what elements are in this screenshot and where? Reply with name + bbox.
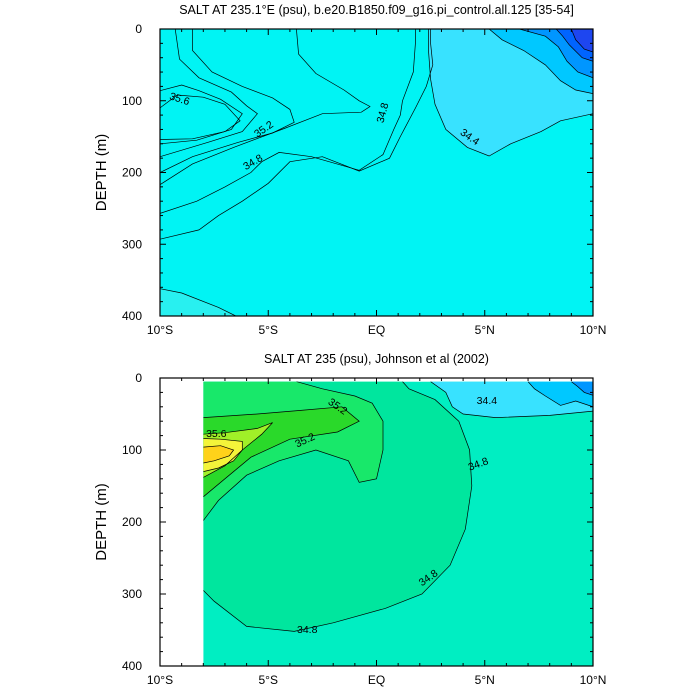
contour-band-8 bbox=[160, 288, 236, 316]
contour-line-11 bbox=[555, 29, 593, 62]
contour-label-text: 34.4 bbox=[477, 395, 498, 407]
y-tick-label: 300 bbox=[122, 587, 142, 601]
x-tick-label: 5°N bbox=[475, 323, 495, 337]
contour-line-10 bbox=[519, 29, 593, 79]
contour-label-3: 34.8 bbox=[375, 101, 392, 124]
contour-band-8 bbox=[528, 381, 593, 407]
contour-line-3 bbox=[160, 29, 295, 173]
contour-line-6 bbox=[430, 381, 594, 418]
x-tick-label: 5°N bbox=[475, 673, 495, 687]
contour-line-6 bbox=[160, 29, 434, 240]
x-tick-label: 10°S bbox=[147, 673, 173, 687]
contour-line-4 bbox=[203, 438, 243, 472]
contour-line-12 bbox=[570, 29, 593, 53]
chart-title: SALT AT 235 (psu), Johnson et al (2002) bbox=[264, 352, 489, 366]
contour-line-2 bbox=[203, 406, 360, 498]
x-tick-label: 5°S bbox=[259, 673, 278, 687]
y-tick-label: 100 bbox=[122, 94, 142, 108]
y-tick-label: 200 bbox=[122, 166, 142, 180]
contour-line-7 bbox=[160, 288, 236, 316]
y-tick-label: 200 bbox=[122, 515, 142, 529]
x-tick-label: EQ bbox=[368, 673, 385, 687]
chart-title: SALT AT 235.1°E (psu), b.e20.B1850.f09_g… bbox=[179, 3, 574, 17]
contour-band-13 bbox=[571, 29, 593, 52]
contour-label-text: 35.6 bbox=[206, 428, 227, 440]
contour-band-6 bbox=[203, 445, 234, 463]
contour-line-0 bbox=[160, 84, 243, 145]
x-tick-label: 10°N bbox=[580, 323, 607, 337]
y-axis-label: DEPTH (m) bbox=[93, 134, 110, 212]
x-tick-label: EQ bbox=[368, 323, 385, 337]
contour-lines bbox=[203, 381, 594, 632]
y-tick-label: 300 bbox=[122, 237, 142, 251]
contour-line-5 bbox=[160, 29, 416, 214]
contour-line-3 bbox=[203, 422, 273, 478]
contour-label-3: 34.4 bbox=[477, 395, 498, 407]
contour-label-6: 34.8 bbox=[297, 624, 318, 636]
y-tick-label: 0 bbox=[135, 22, 142, 36]
y-tick-label: 0 bbox=[135, 371, 142, 385]
contour-lines bbox=[160, 29, 593, 316]
x-tick-label: 10°S bbox=[147, 323, 173, 337]
contour-fills bbox=[203, 381, 594, 666]
contour-band-3 bbox=[203, 406, 360, 497]
contour-line-7 bbox=[527, 381, 594, 408]
y-tick-label: 400 bbox=[122, 659, 142, 673]
panel-top: 35.635.234.834.834.410°S 5°S EQ 5°N 10°N0100… bbox=[93, 3, 606, 337]
contour-line-0 bbox=[203, 381, 473, 632]
contour-label-text: 34.8 bbox=[297, 624, 318, 636]
contour-line-8 bbox=[571, 381, 594, 396]
x-tick-label: 10°N bbox=[580, 673, 607, 687]
contour-fills bbox=[160, 29, 593, 316]
y-tick-label: 400 bbox=[122, 309, 142, 323]
contour-band-9 bbox=[571, 381, 593, 396]
panel-bottom: 35.235.6 35.234.434.834.834.810°S 5°S EQ 5°N… bbox=[93, 352, 606, 687]
contour-line-1 bbox=[160, 94, 241, 140]
contour-line-4 bbox=[160, 29, 371, 185]
y-axis-label: DEPTH (m) bbox=[93, 483, 110, 561]
contour-label-text: 34.8 bbox=[375, 101, 392, 124]
contour-line-9 bbox=[488, 29, 593, 94]
contour-line-1 bbox=[203, 381, 384, 521]
contour-line-5 bbox=[203, 445, 235, 464]
contour-label-1: 35.6 bbox=[206, 428, 227, 440]
contour-line-8 bbox=[428, 29, 593, 157]
y-tick-label: 100 bbox=[122, 443, 142, 457]
x-tick-label: 5°S bbox=[259, 323, 278, 337]
contour-line-2 bbox=[160, 29, 258, 158]
